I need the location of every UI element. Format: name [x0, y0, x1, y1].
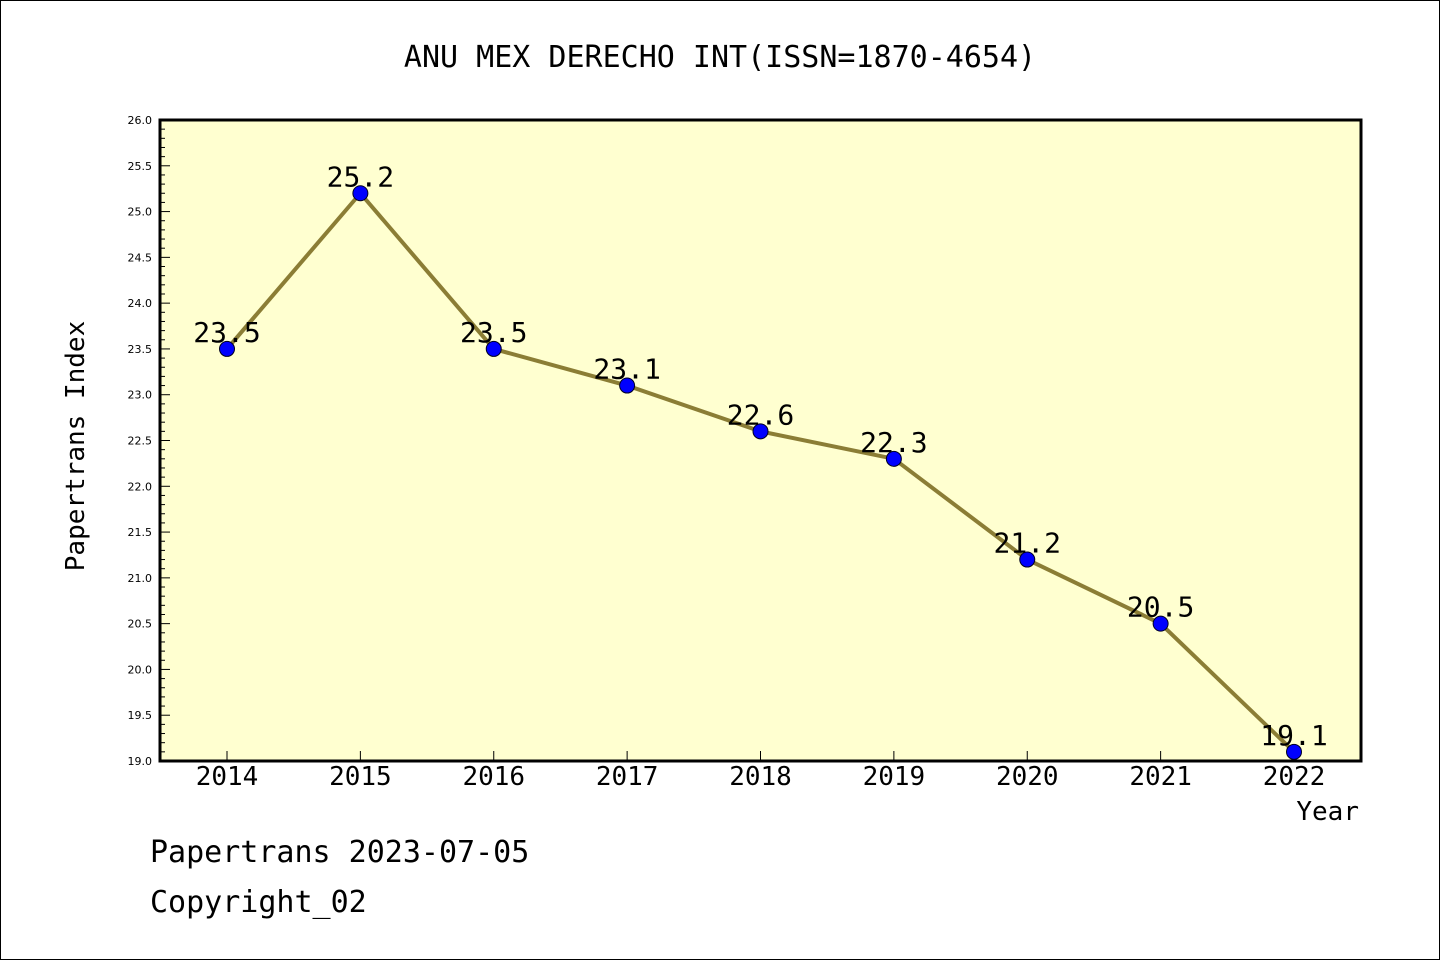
data-label: 23.5: [193, 316, 260, 349]
y-tick-label: 25.0: [128, 206, 153, 219]
data-label: 20.5: [1127, 591, 1194, 624]
y-axis-label: Papertrans Index: [61, 321, 91, 571]
data-points: [219, 185, 1302, 760]
x-tick-label: 2015: [329, 762, 392, 792]
data-label: 23.1: [593, 353, 660, 386]
y-tick-label: 19.5: [128, 709, 153, 722]
x-tick-label: 2019: [863, 762, 926, 792]
y-tick-label: 21.0: [128, 572, 153, 585]
x-tick-label: 2016: [462, 762, 525, 792]
y-tick-label: 22.0: [128, 480, 153, 493]
data-point: [219, 340, 235, 357]
data-labels: 23.5 25.2 23.5 23.1 22.6 22.3 21.2 20.5 19.1: [193, 160, 1327, 752]
footer-date-line: Papertrans 2023-07-05: [150, 835, 530, 870]
data-point: [1286, 743, 1302, 760]
data-point: [752, 423, 769, 440]
y-tick-label: 23.5: [128, 343, 153, 356]
y-tick-label: 23.0: [128, 389, 153, 402]
y-tick-label: 24.0: [128, 297, 153, 310]
y-tick-label: 24.5: [128, 251, 153, 264]
x-axis: 2014 2015 2016 2017 2018 2019 2020 2021 2022: [196, 751, 1326, 792]
x-tick-label: 2020: [996, 762, 1059, 792]
data-point: [1152, 615, 1169, 632]
y-tick-label: 22.5: [128, 435, 153, 448]
data-label: 23.5: [460, 316, 527, 349]
y-tick-label: 20.0: [128, 663, 153, 676]
footer-copyright: Copyright_02: [150, 885, 367, 920]
x-tick-label: 2014: [196, 762, 259, 792]
y-tick-label: 26.0: [128, 114, 153, 127]
x-tick-label: 2018: [729, 762, 792, 792]
y-tick-label: 19.0: [128, 755, 153, 768]
data-point: [885, 450, 902, 467]
chart-title: ANU MEX DERECHO INT(ISSN=1870-4654): [404, 40, 1036, 75]
y-tick-label: 25.5: [128, 160, 153, 173]
data-label: 22.6: [727, 398, 794, 431]
data-point: [485, 340, 502, 357]
y-tick-label: 21.5: [128, 526, 153, 539]
x-tick-label: 2021: [1129, 762, 1192, 792]
data-label: 25.2: [327, 160, 394, 193]
data-label: 19.1: [1260, 719, 1327, 752]
data-label: 21.2: [994, 527, 1061, 560]
y-axis: 19.0 19.5 20.0 20.5 21.0 21.5 22.0 22.5 23.0 23.5…: [128, 114, 153, 768]
y-tick-label: 20.5: [128, 618, 153, 631]
data-point: [352, 185, 369, 202]
data-point: [1019, 551, 1036, 568]
data-label: 22.3: [860, 426, 927, 459]
plot-border: [158, 118, 1363, 763]
plot-area: [160, 120, 1361, 761]
data-point: [619, 377, 636, 394]
x-axis-label: Year: [1296, 797, 1359, 827]
x-tick-label: 2017: [596, 762, 659, 792]
x-tick-label: 2022: [1263, 762, 1326, 792]
